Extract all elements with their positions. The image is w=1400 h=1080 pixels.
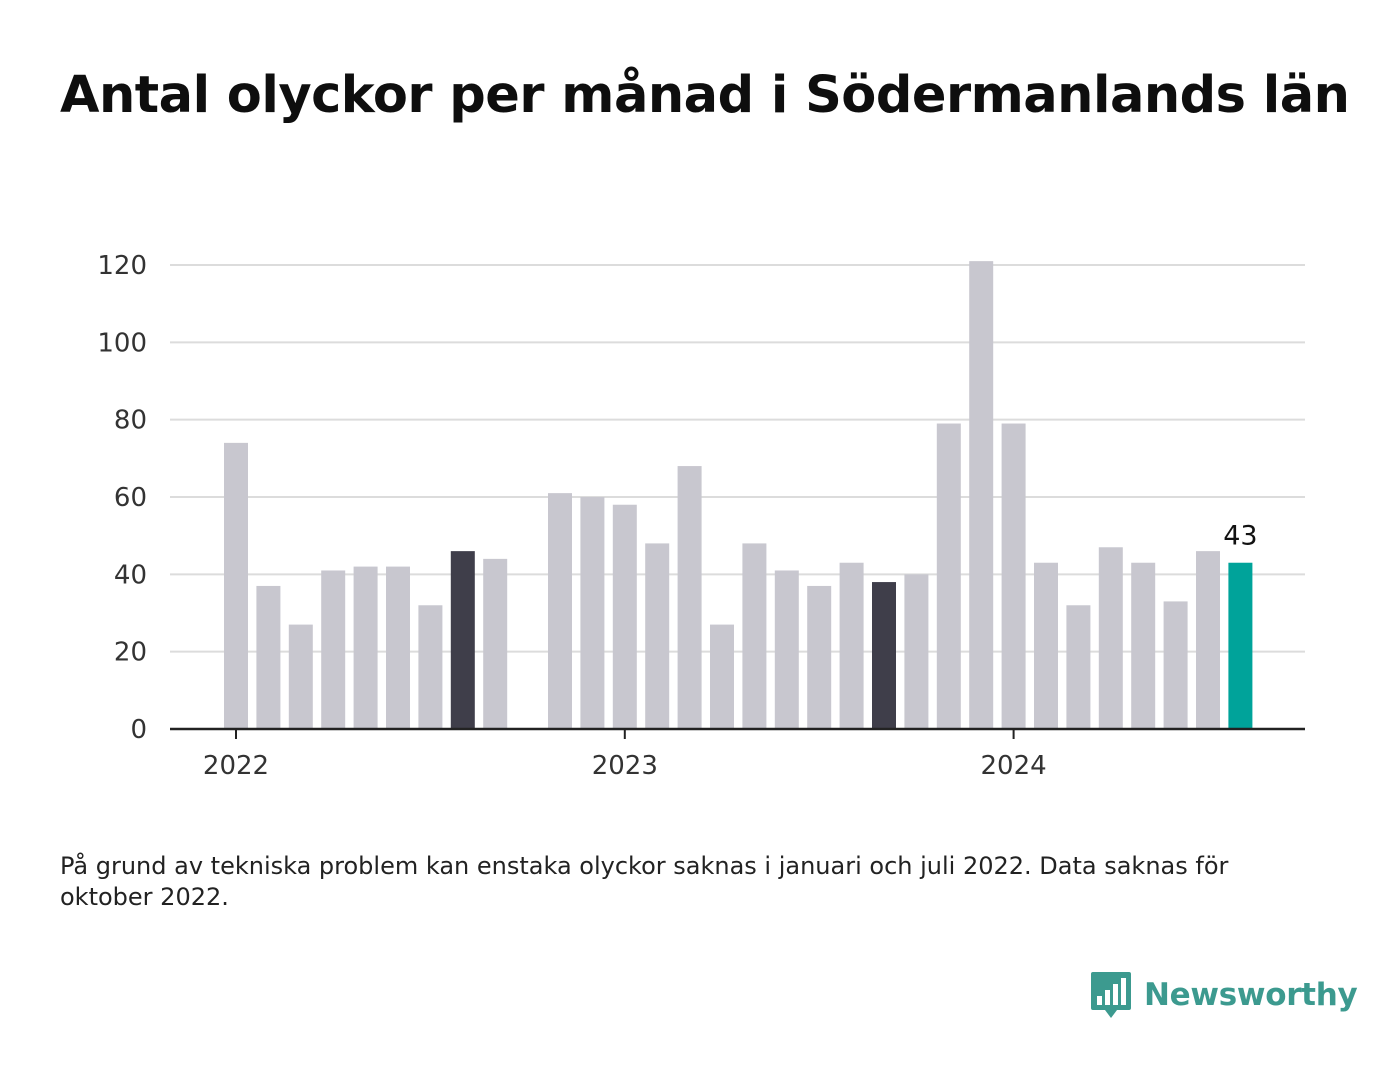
bar-2022-11[interactable]: [548, 493, 572, 729]
labels: 0 20 40 60 80 100 120 2022 2023 2024 43: [97, 251, 1257, 781]
latest-value-label: 43: [1223, 521, 1257, 552]
x-tick-label: 2022: [203, 751, 269, 781]
y-tick-label: 100: [97, 328, 147, 358]
bar-2024-08[interactable]: [1228, 562, 1253, 729]
bar-2023-02[interactable]: [645, 543, 670, 729]
bar-2023-07[interactable]: [807, 585, 832, 729]
bar-2022-02[interactable]: [256, 585, 281, 729]
y-tick-label: 60: [114, 483, 147, 513]
bar-2024-07[interactable]: [1196, 551, 1220, 729]
bars: [224, 261, 1253, 729]
bar-2024-06[interactable]: [1163, 601, 1188, 729]
y-tick-label: 40: [114, 560, 147, 590]
bar-2023-12[interactable]: [969, 261, 994, 729]
footnote: På grund av tekniska problem kan enstaka…: [60, 852, 1229, 911]
bar-2023-01[interactable]: [612, 504, 637, 729]
bar-2022-04[interactable]: [321, 570, 346, 729]
bar-2023-08[interactable]: [839, 562, 864, 729]
brand-name: Newsworthy: [1144, 977, 1358, 1013]
bar-2022-09[interactable]: [483, 558, 508, 729]
bar-2024-04[interactable]: [1098, 547, 1123, 729]
bar-2022-08[interactable]: [450, 551, 475, 729]
bar-2023-05[interactable]: [742, 543, 767, 729]
bar-2024-05[interactable]: [1131, 562, 1156, 729]
bar-2022-03[interactable]: [288, 624, 313, 729]
x-tick-label: 2023: [592, 751, 658, 781]
axes: [170, 727, 1305, 739]
brand-logo[interactable]: Newsworthy: [1090, 970, 1358, 1020]
bar-2023-11[interactable]: [936, 423, 961, 729]
bar-2024-02[interactable]: [1034, 562, 1058, 729]
bar-2024-03[interactable]: [1066, 605, 1091, 729]
bar-2023-03[interactable]: [677, 466, 702, 729]
bar-2022-01[interactable]: [224, 442, 248, 729]
bar-2023-04[interactable]: [710, 624, 734, 729]
bar-2022-12[interactable]: [580, 497, 605, 729]
chart-title: Antal olyckor per månad i Södermanlands …: [60, 66, 1350, 125]
bar-chart: 0 20 40 60 80 100 120 2022 2023 2024 43: [97, 251, 1305, 781]
bar-2023-09[interactable]: [872, 582, 896, 729]
bar-2022-05[interactable]: [353, 566, 378, 729]
bar-2022-06[interactable]: [386, 566, 410, 729]
bar-2024-01[interactable]: [1001, 423, 1026, 729]
y-tick-label: 80: [114, 406, 147, 436]
y-tick-label: 0: [130, 715, 147, 745]
x-tick-label: 2024: [981, 751, 1047, 781]
bar-2023-10[interactable]: [904, 574, 929, 729]
bar-2022-07[interactable]: [418, 605, 443, 729]
bar-chart-speech-bubble-icon: [1091, 972, 1131, 1018]
bar-2023-06[interactable]: [774, 570, 799, 729]
y-tick-label: 120: [97, 251, 147, 281]
y-tick-label: 20: [114, 638, 147, 668]
